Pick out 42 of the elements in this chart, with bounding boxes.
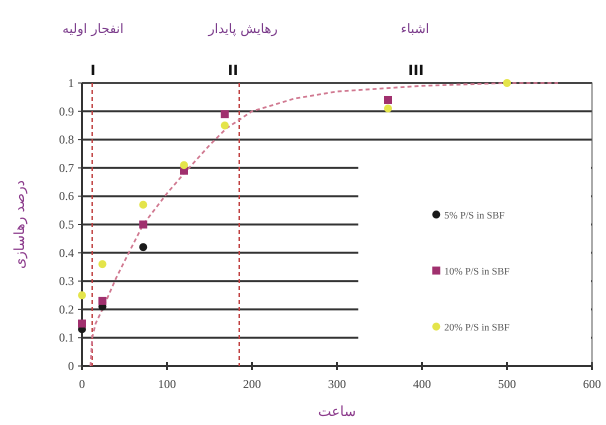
legend-label: 20% P/S in SBF (444, 322, 510, 334)
x-tick-label: 100 (158, 377, 176, 391)
x-tick-label: 300 (328, 377, 346, 391)
text: III (408, 63, 424, 79)
y-tick-label: 0.9 (59, 104, 74, 118)
y-tick-label: 0.6 (59, 189, 74, 204)
y-tick-label: 0.4 (59, 246, 74, 260)
point (98, 260, 106, 268)
text: اشباء (400, 22, 430, 37)
point (98, 296, 106, 305)
text: I (90, 63, 96, 79)
y-tick-label: 0.1 (59, 330, 74, 345)
point (220, 110, 229, 118)
x-tick-label: 600 (583, 377, 601, 391)
point (139, 200, 148, 209)
y-tick-label: 0.3 (59, 274, 74, 288)
y-axis-title: درصد رهاسازی (12, 180, 28, 269)
point (139, 243, 148, 252)
y-tick-label: 1 (68, 76, 74, 90)
point (384, 104, 392, 112)
point (180, 161, 188, 170)
x-tick-label: 0 (79, 377, 85, 391)
point (78, 320, 86, 328)
y-tick-label: 0.2 (59, 302, 74, 316)
x-tick-label: 200 (243, 377, 261, 391)
point (503, 79, 511, 87)
point (78, 291, 86, 300)
text: II (228, 63, 238, 79)
point (220, 121, 229, 130)
x-tick-label: 500 (498, 377, 516, 391)
y-tick-label: 0 (68, 359, 74, 373)
text: انفجار اولیه (62, 22, 124, 37)
x-axis-title: ساعت (318, 404, 356, 420)
y-tick-label: 0.5 (59, 218, 74, 232)
text: رهایش پایدار (207, 22, 278, 37)
point (139, 220, 148, 228)
y-tick-label: 0.8 (59, 132, 74, 147)
legend-label: 5% P/S in SBF (444, 210, 505, 222)
x-tick-label: 400 (413, 377, 431, 391)
y-tick-label: 0.7 (59, 160, 74, 175)
legend-label: 10% P/S in SBF (444, 266, 510, 278)
point (384, 96, 392, 104)
